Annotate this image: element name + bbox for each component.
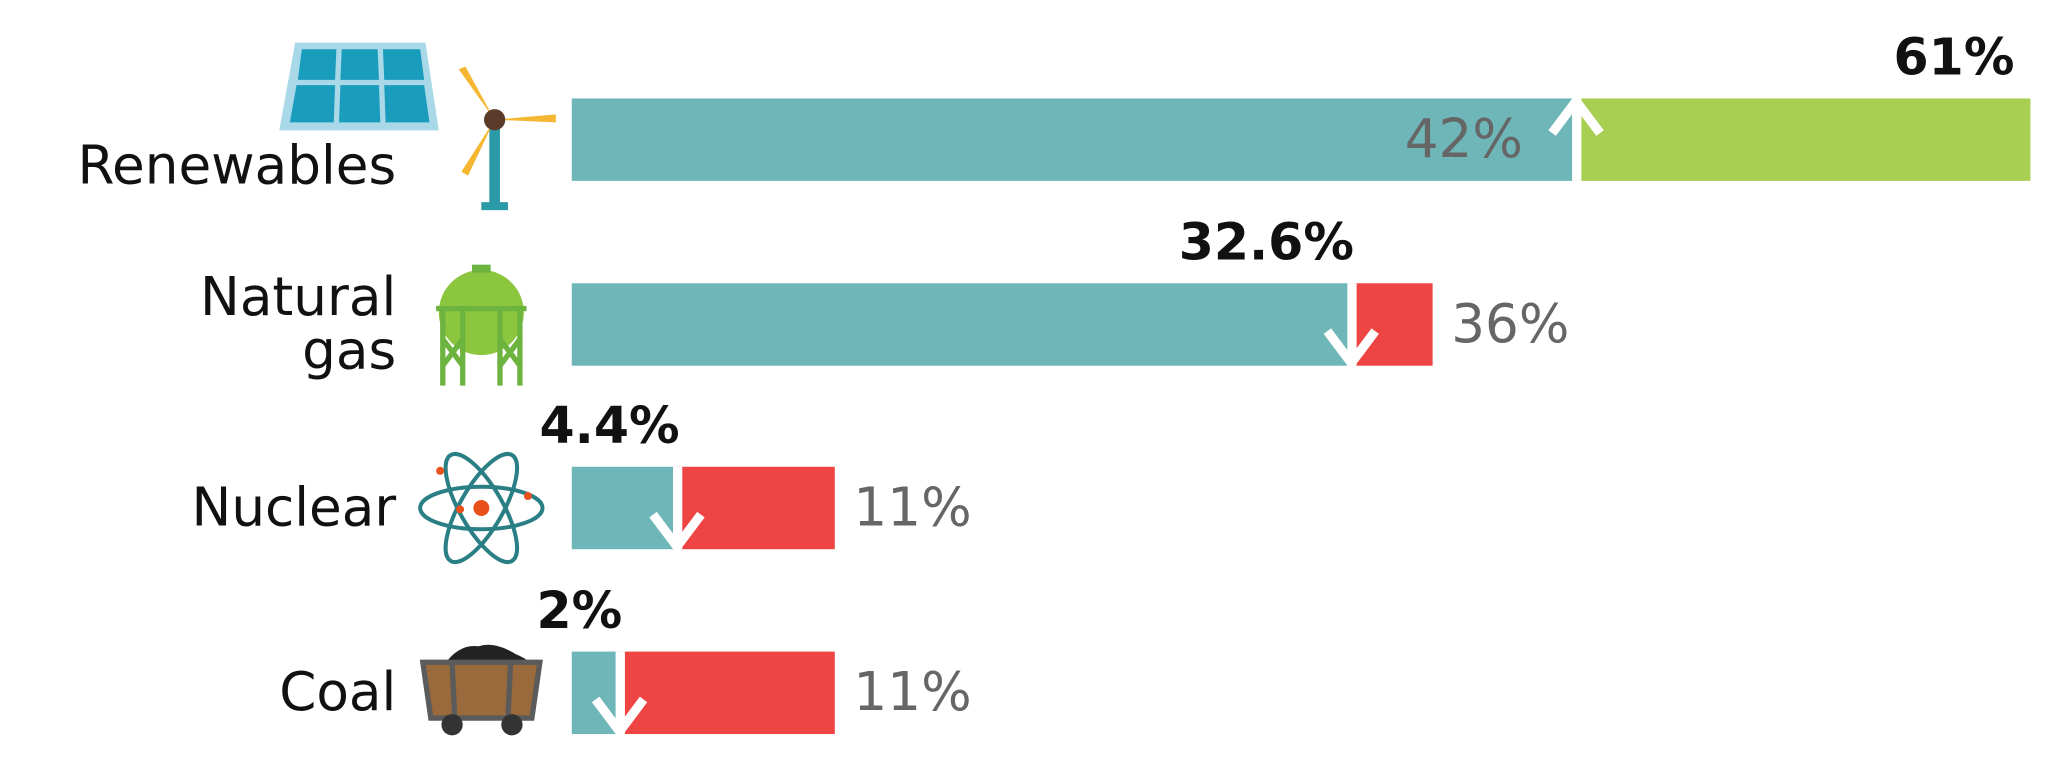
category-label-wrap: Nuclear: [0, 428, 397, 588]
category-label-wrap: Natural gas: [0, 245, 396, 405]
divider: [672, 466, 683, 550]
coal-cart-icon: [419, 644, 543, 736]
new-value-label: 61%: [1894, 28, 2015, 87]
base-bar: [571, 98, 1577, 181]
atom-icon: [418, 451, 545, 565]
category-label-box: Renewables: [0, 86, 396, 246]
divider: [1572, 98, 1582, 181]
previous-value-label: 42%: [1405, 108, 1523, 170]
arrow-down: [649, 511, 705, 555]
category-label-box: Natural gas: [0, 245, 396, 405]
solar-panel-icon: [279, 42, 439, 131]
decrease-bar: [619, 651, 835, 735]
category-label-wrap: Renewables: [0, 86, 396, 246]
category-label: Coal: [279, 662, 397, 724]
divider: [615, 651, 625, 735]
increase-bar: [1576, 98, 2031, 181]
previous-value-label: 11%: [853, 476, 971, 538]
arrow-down: [591, 696, 648, 740]
arrow-up: [1548, 93, 1604, 136]
base-bar: [571, 283, 1352, 366]
gas-tank-icon: [436, 264, 527, 386]
previous-value-label: 36%: [1451, 293, 1569, 355]
category-label-box: Coal: [0, 613, 396, 766]
base-bar: [571, 466, 677, 550]
category-label-wrap: Coal: [0, 613, 396, 766]
category-label: Renewables: [77, 135, 397, 197]
arrow-down: [1323, 328, 1379, 371]
previous-value-label: 11%: [853, 661, 971, 723]
category-label: Nuclear: [191, 477, 397, 539]
divider: [1347, 283, 1357, 366]
category-label-box: Nuclear: [0, 428, 397, 588]
new-value-label: 2%: [536, 581, 622, 640]
new-value-label: 4.4%: [540, 396, 680, 455]
category-label: Natural gas: [200, 267, 397, 382]
decrease-bar: [676, 466, 835, 550]
new-value-label: 32.6%: [1179, 213, 1354, 272]
wind-turbine-icon: [458, 66, 556, 211]
